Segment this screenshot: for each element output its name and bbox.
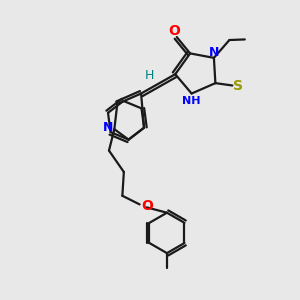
Text: H: H	[145, 69, 154, 82]
Text: NH: NH	[182, 96, 200, 106]
Text: N: N	[209, 46, 220, 59]
Text: S: S	[233, 79, 243, 92]
Text: O: O	[141, 199, 153, 213]
Text: N: N	[103, 121, 114, 134]
Text: O: O	[168, 23, 180, 38]
